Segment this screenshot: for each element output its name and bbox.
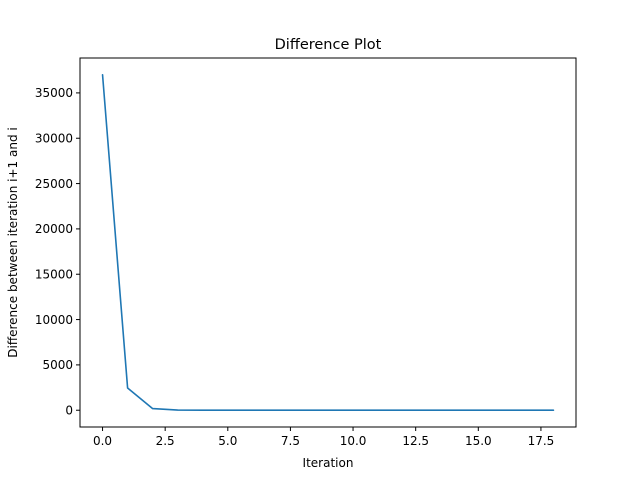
y-tick-label: 25000 (35, 177, 73, 191)
x-tick-label: 10.0 (340, 434, 367, 448)
y-tick-label: 0 (65, 404, 73, 418)
y-tick-label: 20000 (35, 222, 73, 236)
x-tick-label: 12.5 (402, 434, 429, 448)
x-tick-label: 0.0 (93, 434, 112, 448)
axes-frame (79, 57, 577, 428)
y-tick-label: 10000 (35, 313, 73, 327)
x-axis-label: Iteration (303, 456, 354, 470)
x-tick-label: 2.5 (156, 434, 175, 448)
x-tick-label: 17.5 (528, 434, 555, 448)
chart-title: Difference Plot (275, 37, 382, 53)
y-axis-ticks: 0 5000 10000 15000 20000 25000 30000 35000 (35, 86, 80, 418)
y-tick-label: 5000 (42, 358, 73, 372)
x-tick-label: 5.0 (218, 434, 237, 448)
x-axis-ticks: 0.0 2.5 5.0 7.5 10.0 12.5 15.0 17.5 (93, 427, 554, 448)
y-tick-label: 35000 (35, 86, 73, 100)
y-tick-label: 15000 (35, 268, 73, 282)
x-tick-label: 15.0 (465, 434, 492, 448)
y-axis-label: Difference between iteration i+1 and i (6, 127, 20, 357)
x-tick-label: 7.5 (281, 434, 300, 448)
plot-area (101, 73, 555, 412)
series-line-0 (101, 73, 555, 412)
y-tick-label: 30000 (35, 132, 73, 146)
